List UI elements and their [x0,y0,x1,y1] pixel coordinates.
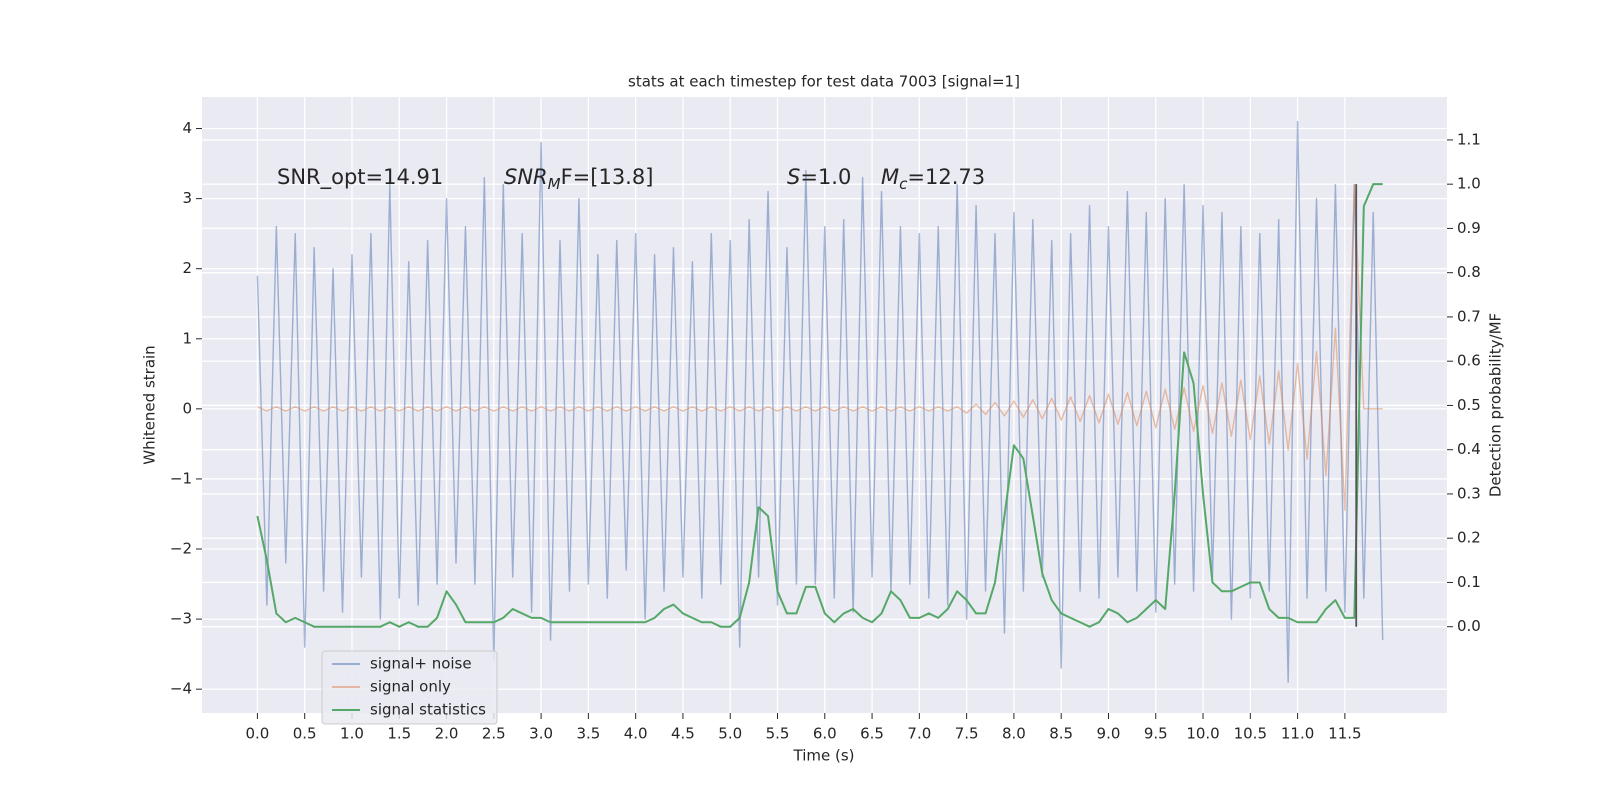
y-tick-label: −3 [170,610,192,628]
y2-tick-label: 1.0 [1457,175,1481,193]
legend-label: signal+ noise [370,655,472,673]
y2-tick-label: 0.8 [1457,263,1481,281]
x-tick-label: 9.5 [1144,725,1168,743]
x-tick-label: 4.0 [624,725,648,743]
y2-tick-label: 0.6 [1457,352,1481,370]
y2-tick-label: 0.7 [1457,307,1481,325]
x-tick-label: 2.0 [435,725,459,743]
legend: signal+ noise signal only signal statistic… [321,650,498,725]
x-tick-label: 10.5 [1234,725,1267,743]
x-tick-label: 8.5 [1049,725,1073,743]
series-line [257,183,1383,512]
x-axis-label: Time (s) [793,747,855,765]
annotation: SNRMF=[13.8] [504,165,653,193]
chart-title: stats at each timestep for test data 700… [628,73,1020,91]
annotation-text: M [881,165,899,189]
legend-label: signal statistics [370,701,486,719]
y-tick-label: −1 [170,469,192,487]
legend-label: signal only [370,678,451,696]
annotation-subscript: c [899,175,908,193]
x-tick-label: 9.0 [1097,725,1121,743]
y2-axis-label: Detection probability/MF [1487,313,1505,497]
annotation: SNR_opt=14.91 [277,165,443,190]
annotation-text: =12.73 [907,165,985,189]
x-tick-label: 5.5 [766,725,790,743]
y2-tick-label: 0.3 [1457,484,1481,502]
legend-box [321,650,498,725]
annotation: Mc=12.73 [881,165,985,193]
x-tick-label: 6.0 [813,725,837,743]
x-tick-label: 7.0 [907,725,931,743]
y-tick-label: 3 [182,189,192,207]
x-tick-label: 11.0 [1281,725,1314,743]
x-tick-label: 6.5 [860,725,884,743]
annotation: S=1.0 [787,165,851,189]
annotation-text: F=[13.8] [561,165,654,189]
x-tick-label: 2.5 [482,725,506,743]
x-tick-label: 4.5 [671,725,695,743]
y2-tick-label: 0.2 [1457,529,1481,547]
annotation-text: S [787,165,800,189]
y-tick-label: 0 [182,399,192,417]
y-tick-label: −4 [170,680,192,698]
y-tick-label: 1 [182,329,192,347]
x-tick-label: 5.0 [718,725,742,743]
x-tick-label: 3.0 [529,725,553,743]
y2-tick-label: 0.1 [1457,573,1481,591]
annotation-text: SNR [504,165,548,189]
y-tick-label: 4 [182,119,192,137]
series-line [256,120,1384,683]
y2-tick-label: 0.5 [1457,396,1481,414]
annotation-text: =1.0 [800,165,851,189]
series-line [256,183,1383,628]
y-axis-label: Whitened strain [141,345,159,464]
x-tick-label: 7.5 [955,725,979,743]
y2-tick-label: 0.9 [1457,219,1481,237]
x-tick-label: 8.0 [1002,725,1026,743]
y-tick-label: 2 [182,259,192,277]
x-tick-label: 1.0 [340,725,364,743]
annotation-text: SNR_opt=14.91 [277,165,443,190]
y-tick-label: −2 [170,540,192,558]
x-tick-label: 10.0 [1186,725,1219,743]
x-tick-label: 0.5 [293,725,317,743]
x-tick-label: 1.5 [387,725,411,743]
y2-tick-label: 0.4 [1457,440,1481,458]
annotation-subscript: M [548,175,561,193]
x-tick-label: 11.5 [1328,725,1361,743]
x-tick-label: 3.5 [576,725,600,743]
x-tick-label: 0.0 [245,725,269,743]
y2-tick-label: 1.1 [1457,130,1481,148]
y2-tick-label: 0.0 [1457,617,1481,635]
